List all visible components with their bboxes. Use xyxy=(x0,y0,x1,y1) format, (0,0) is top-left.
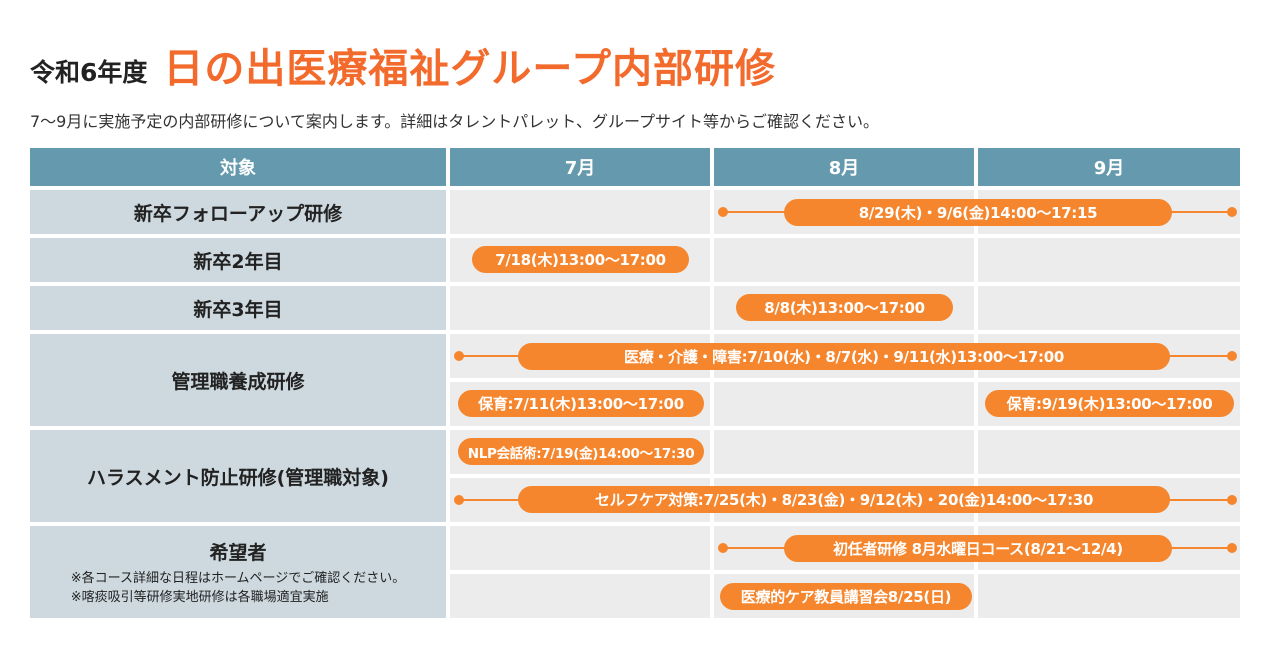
row-label-new-3rd: 新卒3年目 xyxy=(30,286,446,330)
grid-cell xyxy=(978,238,1240,282)
timeline-dot xyxy=(718,543,728,553)
event-3rd-year: 8/8(木)13:00～17:00 xyxy=(736,294,953,321)
row-label-new-followup: 新卒フォローアップ研修 xyxy=(30,190,446,234)
event-selfcare: セルフケア対策:7/25(木)・8/23(金)・9/12(木)・20(金)14:… xyxy=(518,486,1170,513)
event-nlp: NLP会話術:7/19(金)14:00～17:30 xyxy=(458,438,704,465)
event-2nd-year: 7/18(木)13:00～17:00 xyxy=(472,246,689,273)
timeline-dot xyxy=(718,207,728,217)
timeline-dot xyxy=(454,495,464,505)
grid-cell xyxy=(978,430,1240,474)
grid-cell xyxy=(978,286,1240,330)
header-september: 9月 xyxy=(978,148,1240,186)
timeline-dot xyxy=(454,351,464,361)
timeline-dot xyxy=(1227,495,1237,505)
grid-cell xyxy=(714,382,974,426)
event-mgmt-medical: 医療・介護・障害:7/10(水)・8/7(水)・9/11(水)13:00～17:… xyxy=(518,343,1170,370)
header-july: 7月 xyxy=(450,148,710,186)
applicants-title: 希望者 xyxy=(209,541,267,564)
grid-cell xyxy=(714,238,974,282)
grid-cell xyxy=(450,574,710,618)
header-august: 8月 xyxy=(714,148,974,186)
row-label-applicants: 希望者 ※各コース詳細な日程はホームページでご確認ください。 ※喀痰吸引等研修実… xyxy=(30,526,446,618)
title-prefix: 令和6年度 xyxy=(30,58,148,87)
timeline-dot xyxy=(1227,351,1237,361)
row-label-management: 管理職養成研修 xyxy=(30,334,446,426)
event-new-staff: 初任者研修 8月水曜日コース(8/21～12/4) xyxy=(784,535,1172,562)
timeline-dot xyxy=(1227,207,1237,217)
event-medical-care: 医療的ケア教員講習会8/25(日) xyxy=(720,583,972,610)
title-main: 日の出医療福祉グループ内部研修 xyxy=(163,46,777,92)
row-label-harassment: ハラスメント防止研修(管理職対象) xyxy=(30,430,446,522)
timeline-dot xyxy=(1227,543,1237,553)
subtitle: 7～9月に実施予定の内部研修について案内します。詳細はタレントパレット、グループ… xyxy=(30,112,880,131)
event-mgmt-nursery-jul: 保育:7/11(木)13:00～17:00 xyxy=(458,390,704,417)
header-target: 対象 xyxy=(30,148,446,186)
row-label-new-2nd: 新卒2年目 xyxy=(30,238,446,282)
grid-cell xyxy=(450,526,710,570)
event-mgmt-nursery-sep: 保育:9/19(木)13:00～17:00 xyxy=(985,390,1234,417)
note-1: ※各コース詳細な日程はホームページでご確認ください。 xyxy=(70,570,406,586)
grid-cell xyxy=(450,190,710,234)
event-followup: 8/29(木)・9/6(金)14:00～17:15 xyxy=(784,199,1172,226)
grid-cell xyxy=(978,574,1240,618)
note-2: ※喀痰吸引等研修実地研修は各職場適宜実施 xyxy=(70,589,329,605)
grid-cell xyxy=(714,430,974,474)
grid-cell xyxy=(450,286,710,330)
page-title: 令和6年度 日の出医療福祉グループ内部研修 xyxy=(30,42,776,94)
